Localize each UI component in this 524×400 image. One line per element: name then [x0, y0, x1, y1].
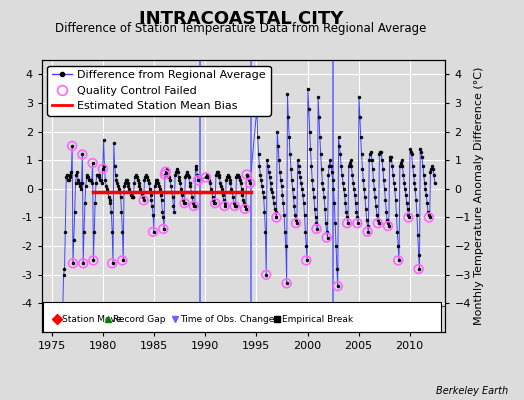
Text: INTRACOASTAL CITY: INTRACOASTAL CITY	[139, 10, 343, 28]
Point	[302, 257, 310, 264]
Point	[322, 234, 331, 241]
Text: Berkeley Earth: Berkeley Earth	[436, 386, 508, 396]
Point	[343, 220, 351, 226]
Point	[194, 177, 202, 184]
Point	[246, 180, 254, 186]
Point	[99, 166, 107, 172]
Point	[161, 171, 169, 178]
Point	[180, 200, 189, 206]
Point	[159, 226, 168, 232]
Legend: Difference from Regional Average, Quality Control Failed, Estimated Station Mean: Difference from Regional Average, Qualit…	[48, 66, 270, 116]
Point	[231, 203, 239, 209]
Point	[282, 280, 291, 286]
Point	[202, 174, 210, 180]
Point	[69, 260, 77, 266]
Point	[243, 171, 251, 178]
Text: Station Move: Station Move	[62, 315, 122, 324]
Point	[59, 306, 67, 312]
Point	[404, 214, 412, 221]
Point	[149, 228, 157, 235]
Point	[108, 260, 116, 266]
Text: Time of Obs. Change: Time of Obs. Change	[180, 315, 274, 324]
Point	[414, 266, 423, 272]
Point	[241, 206, 249, 212]
Point	[221, 203, 229, 209]
Point	[394, 257, 402, 264]
FancyBboxPatch shape	[43, 302, 441, 332]
Point	[118, 257, 127, 264]
Text: Record Gap: Record Gap	[113, 315, 166, 324]
Point	[79, 260, 88, 266]
Point	[384, 223, 392, 229]
Point	[292, 220, 300, 226]
Point	[424, 214, 433, 221]
Point	[89, 257, 97, 264]
Text: Difference of Station Temperature Data from Regional Average: Difference of Station Temperature Data f…	[56, 22, 427, 35]
Point	[211, 200, 220, 206]
Text: Empirical Break: Empirical Break	[282, 315, 353, 324]
Point	[363, 228, 372, 235]
Point	[190, 203, 198, 209]
Point	[312, 226, 321, 232]
Point	[272, 214, 281, 221]
Y-axis label: Monthly Temperature Anomaly Difference (°C): Monthly Temperature Anomaly Difference (…	[474, 67, 484, 325]
Point	[262, 272, 270, 278]
Point	[89, 160, 97, 166]
Point	[353, 220, 362, 226]
Point	[334, 283, 342, 289]
Point	[161, 168, 170, 175]
Point	[139, 197, 148, 204]
Point	[374, 220, 382, 226]
Point	[78, 151, 86, 158]
Point	[68, 143, 77, 149]
